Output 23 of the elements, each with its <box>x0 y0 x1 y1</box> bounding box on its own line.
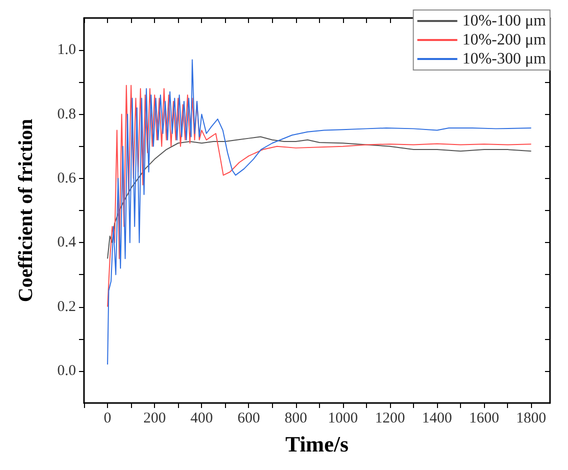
y-axis-title: Coefficient of friction <box>15 118 37 302</box>
y-tick-label: 0.6 <box>57 170 76 186</box>
x-tick-label: 600 <box>237 410 260 426</box>
line-series <box>107 136 532 260</box>
line-series <box>107 84 532 308</box>
x-tick-label: 1200 <box>374 410 405 426</box>
y-tick-label: 0.2 <box>57 298 76 315</box>
x-tick-label: 1600 <box>469 410 500 426</box>
x-axis-title: Time/s <box>285 432 350 456</box>
y-tick-label: 0.0 <box>57 362 76 379</box>
x-tick-label: 0 <box>104 410 112 426</box>
y-tick-label: 1.0 <box>57 42 76 58</box>
legend-label: 10%-300 μm <box>462 50 547 68</box>
y-tick-label: 0.4 <box>57 234 76 251</box>
y-tick-label: 0.8 <box>57 106 76 122</box>
x-tick-label: 400 <box>190 410 213 426</box>
x-tick-label: 1000 <box>328 410 358 426</box>
x-tick-label: 800 <box>284 410 308 426</box>
legend-label: 10%-200 μm <box>462 32 547 48</box>
x-tick-label: 1400 <box>422 410 452 426</box>
legend-label: 10%-100 μm <box>462 12 547 30</box>
x-tick-label: 200 <box>143 410 166 426</box>
x-tick-label: 1800 <box>516 410 546 426</box>
